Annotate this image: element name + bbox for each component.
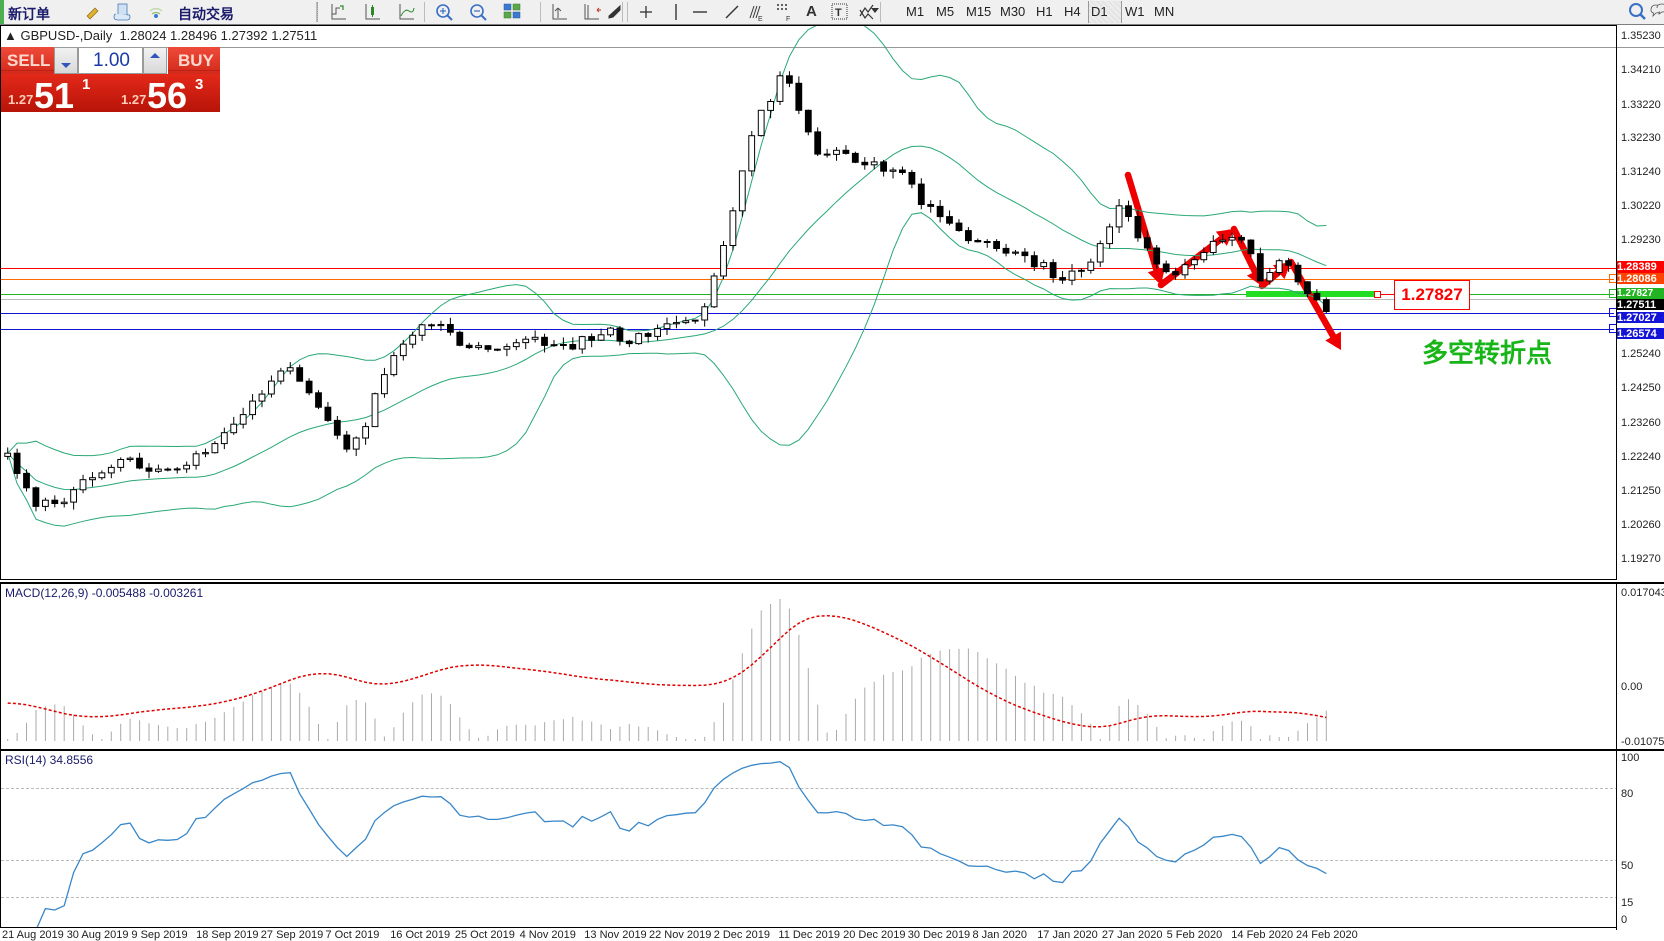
svg-text:A: A xyxy=(806,3,817,20)
svg-text:E: E xyxy=(758,16,763,22)
svg-text:T: T xyxy=(835,7,842,19)
svg-text:F: F xyxy=(786,16,790,22)
